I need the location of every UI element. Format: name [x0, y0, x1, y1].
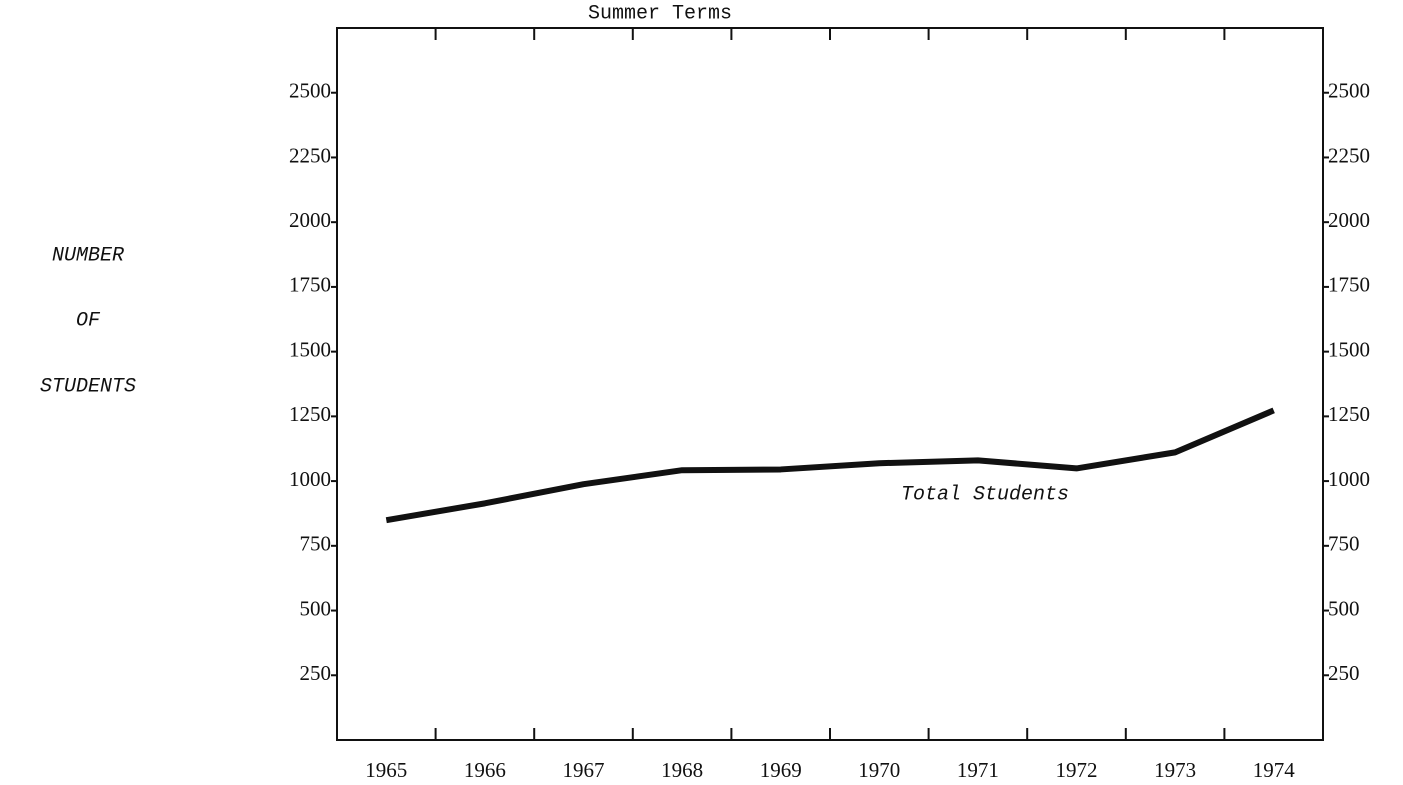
x-tick-label: 1966: [464, 758, 506, 782]
data-line: [385, 407, 1275, 524]
y2-tick-label: 1250: [1328, 402, 1370, 426]
x-tick-label: 1969: [760, 758, 802, 782]
x-tick-label: 1968: [661, 758, 703, 782]
y2-tick-label: 250: [1328, 661, 1360, 685]
y-tick-label: 2000: [289, 208, 331, 232]
y-axis-label: STUDENTS: [40, 375, 136, 398]
y-tick-label: 1000: [289, 467, 331, 491]
y-tick-label: 250: [300, 661, 332, 685]
y-tick-label: 1250: [289, 402, 331, 426]
x-tick-label: 1965: [365, 758, 407, 782]
y2-tick-label: 500: [1328, 596, 1360, 620]
y2-tick-label: 1750: [1328, 273, 1370, 297]
x-tick-label: 1971: [957, 758, 999, 782]
y-tick-label: 750: [300, 532, 332, 556]
x-tick-label: 1967: [563, 758, 605, 782]
y-tick-label: 2250: [289, 143, 331, 167]
y2-tick-label: 1500: [1328, 337, 1370, 361]
annotation: Total Students: [901, 483, 1069, 506]
x-tick-label: 1972: [1056, 758, 1098, 782]
y-tick-label: 1500: [289, 337, 331, 361]
y-tick-label: 500: [300, 596, 332, 620]
x-tick-label: 1970: [858, 758, 900, 782]
y-tick-label: 1750: [289, 273, 331, 297]
plot-frame: [336, 27, 1324, 741]
y-tick-label: 2500: [289, 79, 331, 103]
y-axis-label: NUMBER: [52, 244, 124, 267]
chart-title: Summer Terms: [588, 2, 732, 25]
y-axis-label: OF: [76, 309, 101, 332]
y2-tick-label: 2500: [1328, 79, 1370, 103]
y2-tick-label: 750: [1328, 532, 1360, 556]
y2-tick-label: 2000: [1328, 208, 1370, 232]
y2-tick-label: 2250: [1328, 143, 1370, 167]
y2-tick-label: 1000: [1328, 467, 1370, 491]
x-tick-label: 1974: [1253, 758, 1296, 782]
x-tick-label: 1973: [1154, 758, 1196, 782]
